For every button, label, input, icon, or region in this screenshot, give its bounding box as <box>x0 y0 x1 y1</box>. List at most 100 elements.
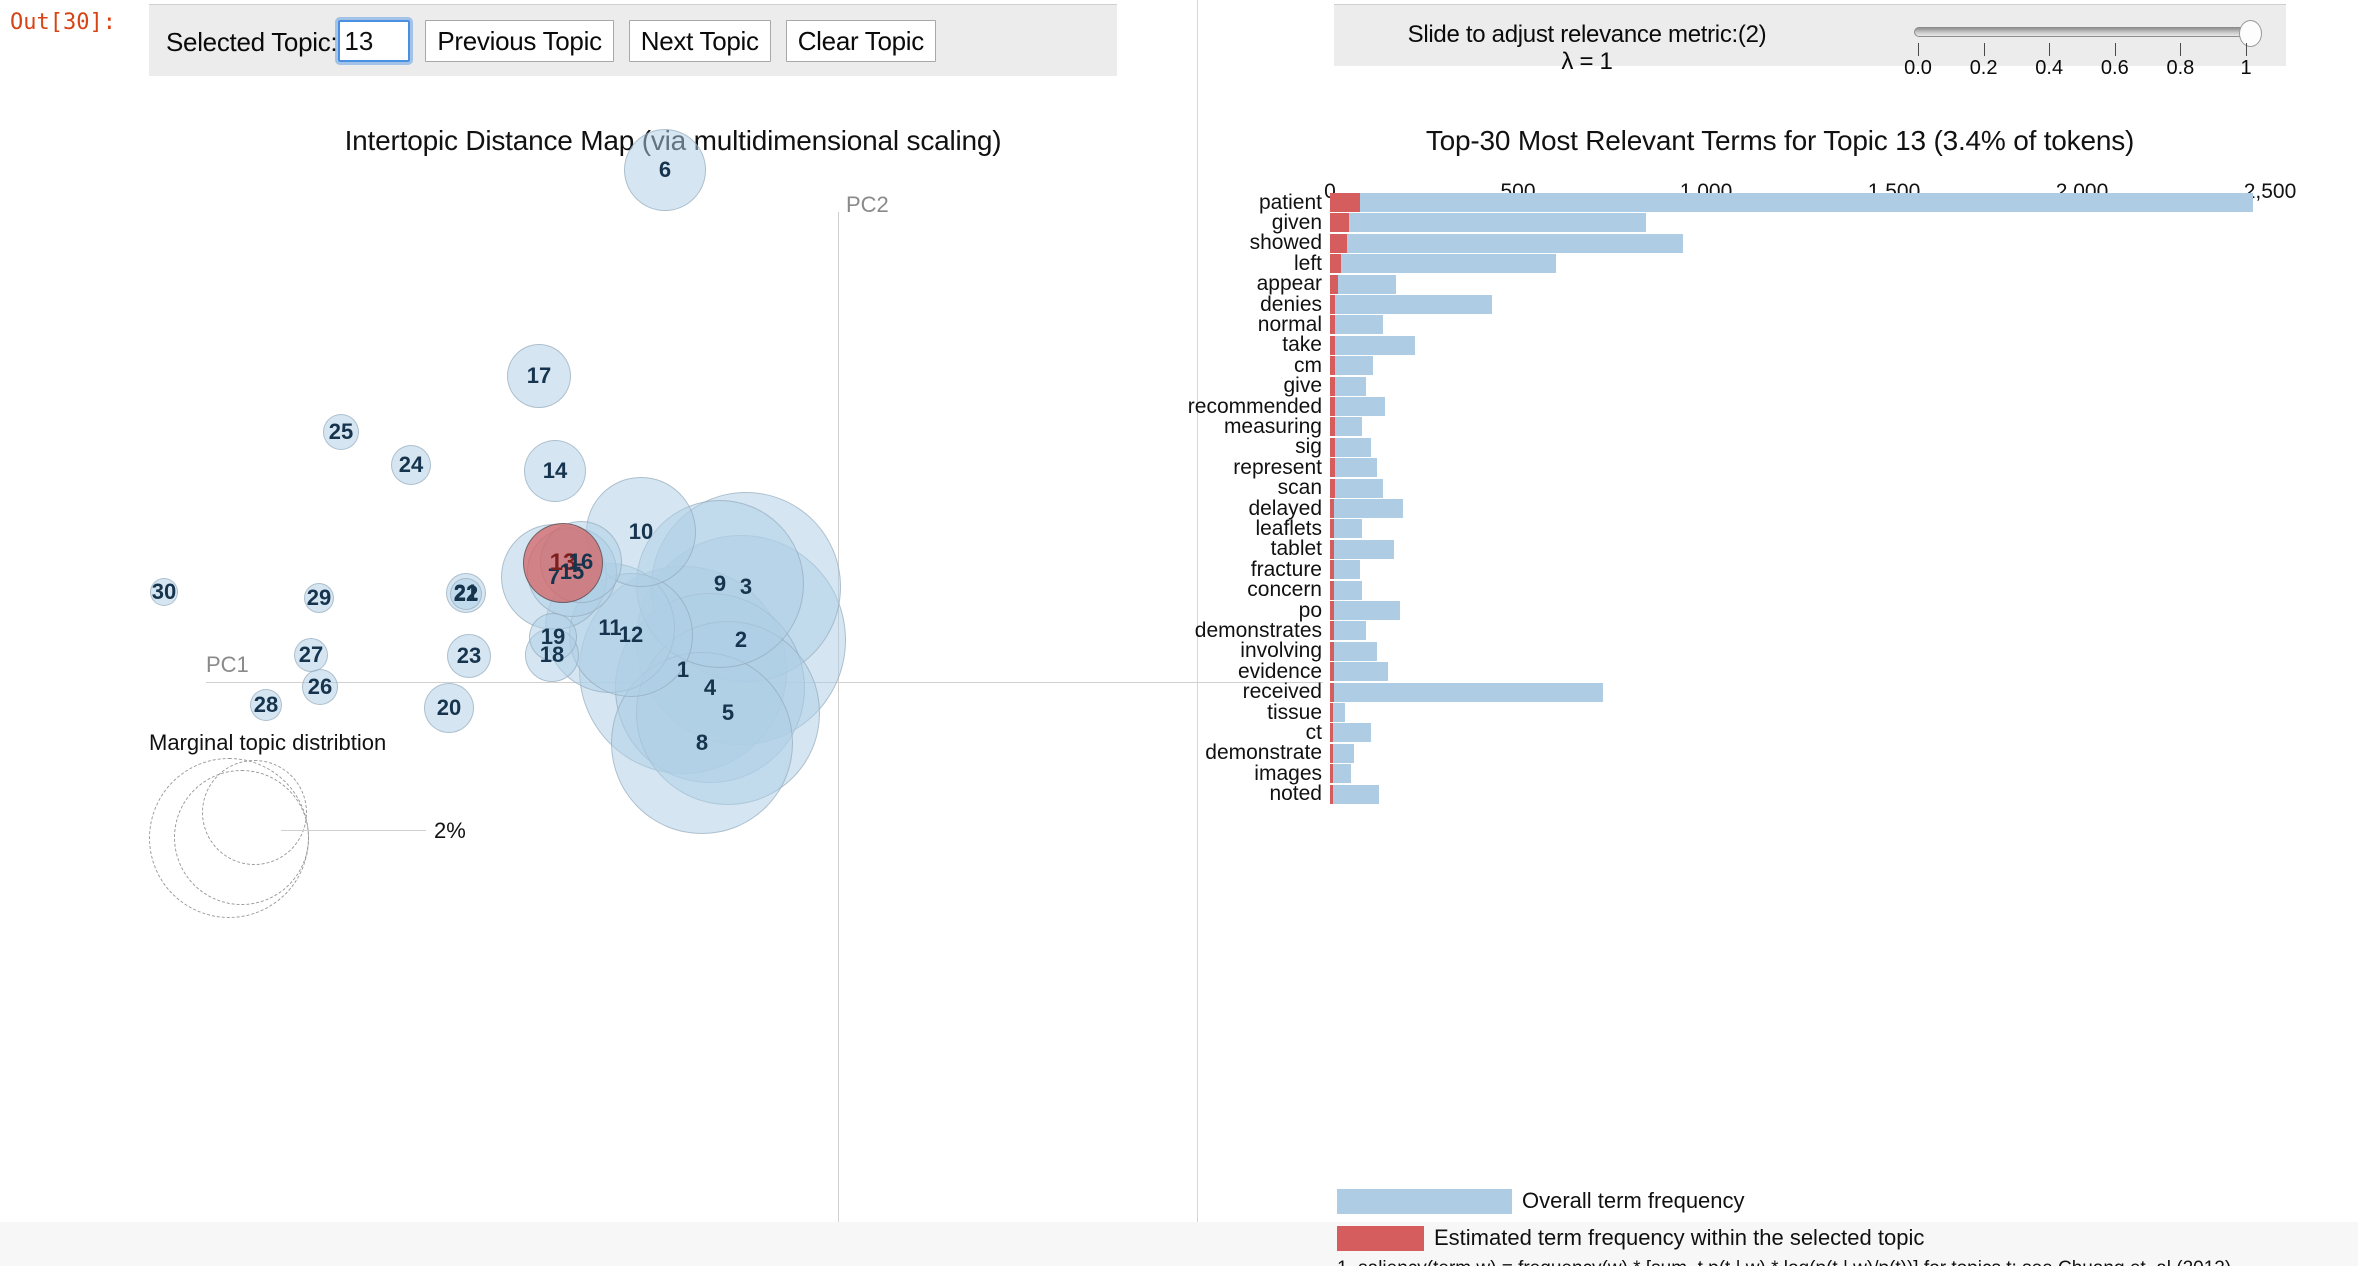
topic-bubble-28[interactable] <box>250 689 282 721</box>
term-label-cm[interactable]: cm <box>1294 353 1322 377</box>
topic-frequency-bar <box>1330 356 1335 376</box>
overall-frequency-bar <box>1330 213 1646 233</box>
overall-frequency-bar <box>1330 397 1385 416</box>
topic-bubble-19[interactable] <box>529 613 577 661</box>
topic-bubble-13[interactable] <box>523 523 603 603</box>
overall-frequency-bar <box>1330 662 1389 682</box>
legend-swatch-overall <box>1337 1189 1512 1214</box>
overall-frequency-bar <box>1330 784 1379 804</box>
topic-bubble-26[interactable] <box>302 669 338 705</box>
pane-divider <box>1197 0 1198 1266</box>
term-label-concern[interactable]: concern <box>1247 578 1322 602</box>
term-label-involving[interactable]: involving <box>1240 639 1322 663</box>
legend-label-overall: Overall term frequency <box>1522 1188 1745 1213</box>
overall-frequency-bar <box>1330 193 2254 212</box>
next-topic-button[interactable]: Next Topic <box>628 20 771 62</box>
slider-tick-label: 0.0 <box>1904 57 1932 79</box>
overall-frequency-bar <box>1330 682 1603 702</box>
term-label-normal[interactable]: normal <box>1257 312 1322 336</box>
topic-frequency-bar <box>1330 417 1335 437</box>
term-label-images[interactable]: images <box>1254 761 1322 785</box>
overall-frequency-bar <box>1330 254 1556 274</box>
term-label-represent[interactable]: represent <box>1233 455 1322 479</box>
saliency-footnote: 1. saliency(term w) = frequency(w) * [su… <box>1337 1258 2231 1266</box>
overall-frequency-bar <box>1330 335 1415 355</box>
legend-swatch-topic <box>1337 1226 1424 1251</box>
selected-topic-label: Selected Topic: <box>166 27 338 57</box>
term-label-showed[interactable]: showed <box>1249 231 1322 255</box>
topic-frequency-bar <box>1330 682 1334 702</box>
topic-bubble-22[interactable] <box>450 578 482 610</box>
pc2-axis-label: PC2 <box>846 192 889 217</box>
topic-frequency-bar <box>1330 193 1361 212</box>
clear-topic-button[interactable]: Clear Topic <box>785 20 936 62</box>
marginal-ring-small <box>202 760 307 865</box>
topic-frequency-bar <box>1330 601 1334 620</box>
term-label-appear[interactable]: appear <box>1256 272 1322 296</box>
term-label-delayed[interactable]: delayed <box>1248 496 1322 520</box>
term-label-evidence[interactable]: evidence <box>1237 659 1322 683</box>
term-label-sig[interactable]: sig <box>1295 435 1322 459</box>
term-label-po[interactable]: po <box>1298 598 1322 622</box>
term-label-given[interactable]: given <box>1271 210 1322 234</box>
term-label-fracture[interactable]: fracture <box>1250 557 1322 581</box>
slider-tick-label: 0.2 <box>1969 57 1998 79</box>
slider-handle[interactable] <box>2239 20 2262 47</box>
topic-frequency-bar <box>1330 397 1335 416</box>
term-label-noted[interactable]: noted <box>1269 782 1322 806</box>
overall-frequency-bar <box>1330 641 1377 661</box>
topic-frequency-bar <box>1330 519 1335 539</box>
topic-bubble-27[interactable] <box>294 638 328 672</box>
term-label-give[interactable]: give <box>1283 374 1322 398</box>
topic-frequency-bar <box>1330 784 1334 804</box>
term-label-left[interactable]: left <box>1293 251 1322 275</box>
relevance-slider-panel: Slide to adjust relevance metric:(2) λ =… <box>1334 4 2286 79</box>
term-label-received[interactable]: received <box>1242 680 1322 704</box>
slider-tick-label: 0.6 <box>2100 57 2129 79</box>
topic-bubble-29[interactable] <box>304 583 334 613</box>
topic-bubble-6[interactable] <box>624 129 706 211</box>
term-label-ct[interactable]: ct <box>1305 720 1322 744</box>
slider-tick-mark <box>1918 43 1919 56</box>
topic-control-panel: Selected Topic: Previous Topic Next Topi… <box>149 4 1117 76</box>
marginal-legend-value: 2% <box>434 818 466 843</box>
term-label-denies[interactable]: denies <box>1260 292 1322 316</box>
topic-bubble-17[interactable] <box>507 344 571 408</box>
slider-tick-label: 0.4 <box>2035 57 2064 79</box>
topic-bubble-25[interactable] <box>323 414 359 450</box>
overall-frequency-bar <box>1330 580 1362 600</box>
term-label-tablet[interactable]: tablet <box>1270 537 1322 561</box>
topic-bubble-20[interactable] <box>424 683 474 733</box>
topic-frequency-bar <box>1330 703 1334 722</box>
term-label-take[interactable]: take <box>1282 333 1322 357</box>
topic-bubble-23[interactable] <box>447 634 491 678</box>
selected-topic-input[interactable] <box>335 17 414 65</box>
term-label-measuring[interactable]: measuring <box>1223 414 1322 438</box>
term-label-leaflets[interactable]: leaflets <box>1255 516 1322 540</box>
overall-frequency-bar <box>1330 233 1684 253</box>
topic-bubble-14[interactable] <box>524 440 586 502</box>
topic-frequency-bar <box>1330 662 1334 682</box>
term-label-recommended[interactable]: recommended <box>1187 394 1322 418</box>
term-label-scan[interactable]: scan <box>1277 476 1322 500</box>
topic-frequency-bar <box>1330 764 1334 784</box>
slider-tick-mark <box>2049 43 2051 56</box>
term-label-patient[interactable]: patient <box>1258 190 1322 214</box>
slider-tick-label: 0.8 <box>2166 57 2195 79</box>
term-label-tissue[interactable]: tissue <box>1267 700 1322 724</box>
topic-frequency-bar <box>1330 233 1347 253</box>
jupyter-out-prompt: Out[30]: <box>10 10 116 35</box>
previous-topic-button[interactable]: Previous Topic <box>425 20 614 62</box>
term-label-demonstrate[interactable]: demonstrate <box>1205 741 1322 765</box>
topic-frequency-bar <box>1330 560 1334 580</box>
slider-tick-mark <box>2180 43 2182 56</box>
slider-tick-mark <box>1983 43 1985 56</box>
overall-frequency-bar <box>1330 356 1374 376</box>
lambda-slider[interactable]: 0.0 0.2 0.4 0.6 0.8 1 <box>1904 15 2264 79</box>
topic-bubble-24[interactable] <box>391 445 431 485</box>
overall-frequency-bar <box>1330 295 1492 314</box>
term-label-demonstrates[interactable]: demonstrates <box>1194 618 1322 642</box>
topic-frequency-bar <box>1330 478 1335 498</box>
topic-bubble-30[interactable] <box>150 578 178 606</box>
